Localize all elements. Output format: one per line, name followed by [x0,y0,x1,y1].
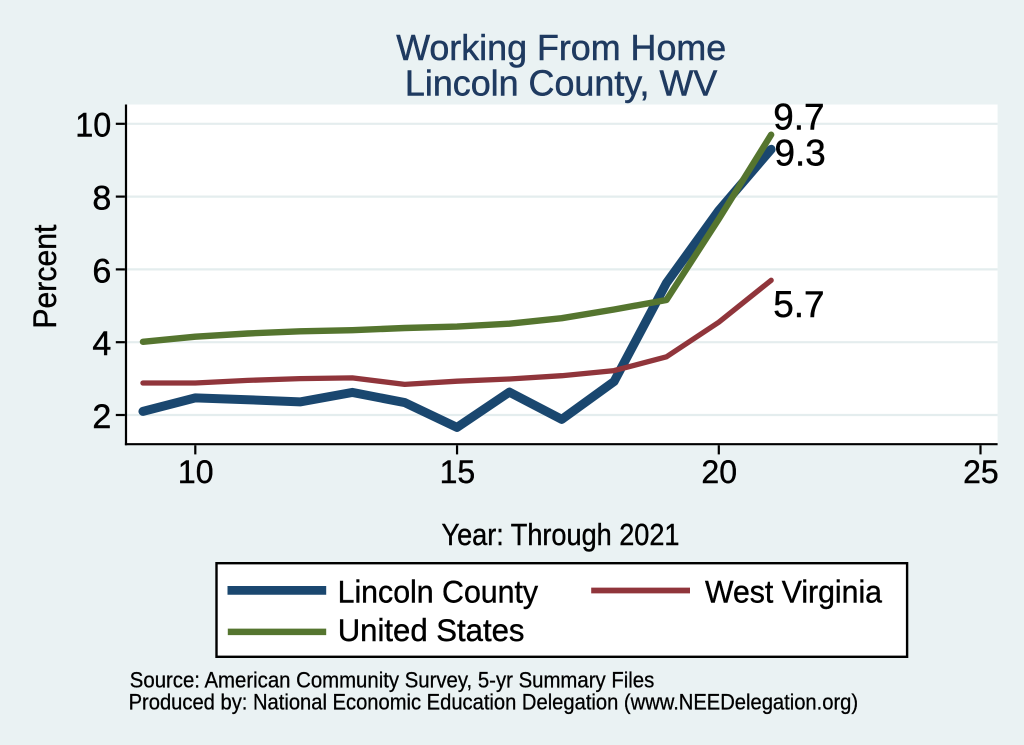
svg-text:9.3: 9.3 [775,132,826,173]
svg-text:4: 4 [92,325,111,363]
svg-text:Source: American Community Sur: Source: American Community Survey, 5-yr … [130,667,655,692]
svg-text:West Virginia: West Virginia [705,573,882,609]
svg-text:9.7: 9.7 [773,97,824,138]
svg-text:2: 2 [92,398,111,436]
svg-text:Produced by: National Economic: Produced by: National Economic Education… [129,689,859,714]
svg-text:Year: Through 2021: Year: Through 2021 [442,517,680,552]
svg-text:20: 20 [701,454,737,490]
svg-text:Working From Home: Working From Home [396,27,726,68]
svg-text:Percent: Percent [26,225,63,329]
svg-text:5.7: 5.7 [773,284,824,325]
svg-text:10: 10 [75,107,111,145]
svg-text:Lincoln County: Lincoln County [338,573,539,609]
svg-text:6: 6 [92,252,111,290]
svg-text:15: 15 [440,454,476,490]
svg-text:Lincoln County, WV: Lincoln County, WV [405,62,718,103]
svg-text:25: 25 [963,454,999,490]
svg-text:8: 8 [92,180,111,218]
svg-text:10: 10 [178,454,214,490]
svg-text:United States: United States [338,612,525,648]
